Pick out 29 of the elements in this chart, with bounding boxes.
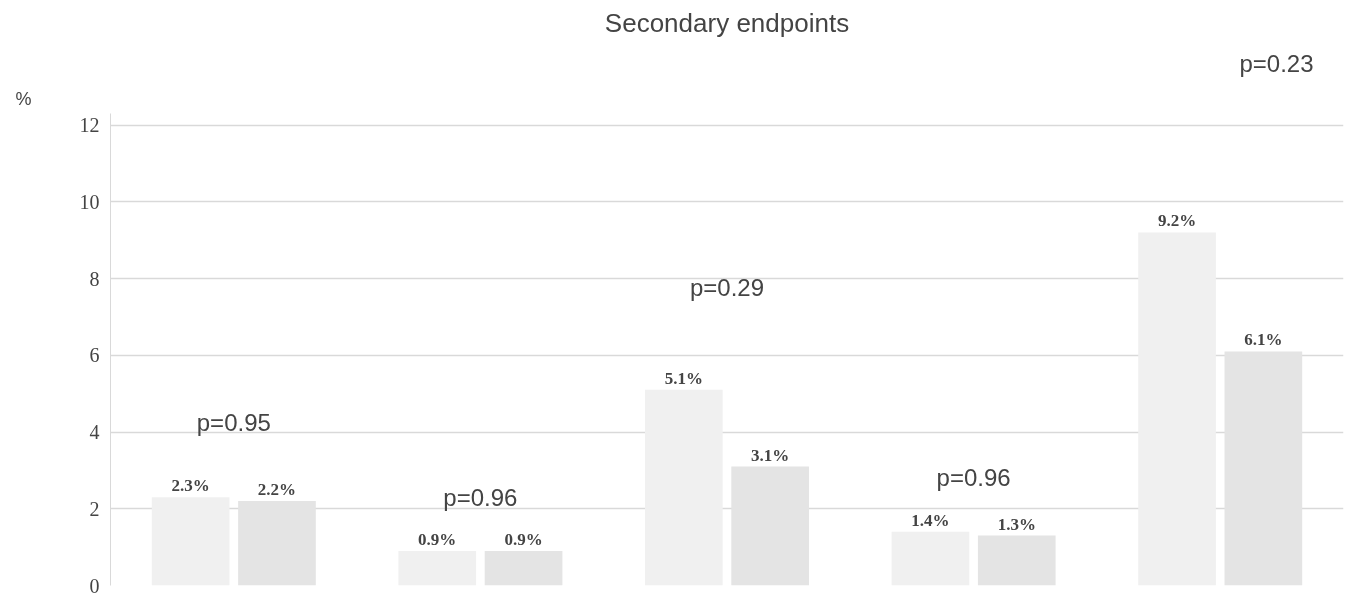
text: % [15, 88, 32, 109]
data-label: 2.3% [171, 476, 210, 496]
annotation: p=0.96 [936, 463, 1011, 491]
text: p=0.23 [1239, 49, 1314, 77]
chart-title: Secondary endpoints [604, 7, 850, 38]
data-label: 5.1% [664, 368, 703, 388]
data-label: 0.9% [418, 529, 457, 549]
y-tick-label: 6 [89, 344, 100, 367]
bar [1138, 232, 1216, 586]
data-label: 6.1% [1244, 330, 1283, 350]
data-label: 2.2% [257, 480, 297, 500]
data-label: 1.3% [997, 514, 1036, 534]
data-label: 3.1% [751, 445, 790, 465]
y-tick-label: 2 [89, 497, 100, 520]
annotation: p=0.29 [689, 273, 765, 301]
y-tick-label: 0 [89, 574, 100, 595]
y-tick-label: 10 [79, 190, 100, 213]
bar [484, 550, 563, 586]
annotation: p=0.95 [196, 408, 271, 436]
y-tick-label: 4 [89, 421, 100, 443]
data-label: 0.9% [504, 529, 543, 549]
bar [151, 497, 230, 586]
data-label: 9.2% [1157, 211, 1197, 231]
bar [977, 535, 1056, 586]
y-tick-label: 8 [89, 267, 100, 290]
annotation: p=0.96 [443, 483, 518, 511]
bar [645, 389, 723, 586]
y-tick-label: 12 [79, 114, 100, 137]
data-label: 1.4% [911, 510, 950, 530]
